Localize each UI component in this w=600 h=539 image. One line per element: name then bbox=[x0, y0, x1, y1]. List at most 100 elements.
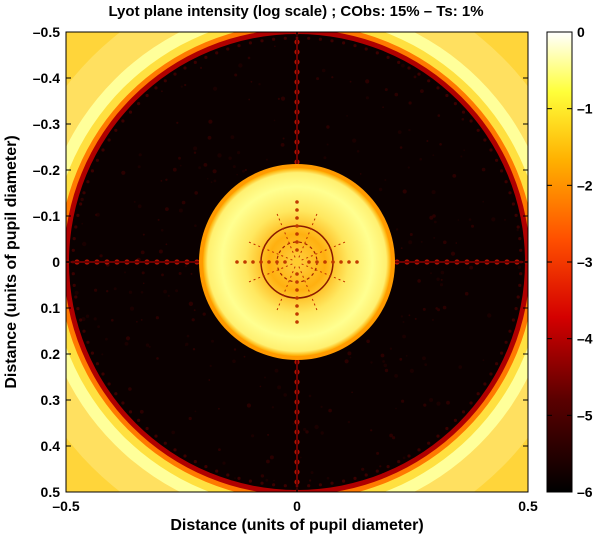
speckle bbox=[389, 433, 393, 438]
speckle bbox=[402, 321, 405, 323]
edge-speckle bbox=[318, 37, 322, 41]
speckle bbox=[419, 157, 423, 161]
speckle bbox=[248, 98, 251, 101]
center-dot bbox=[259, 260, 263, 264]
colorbar-tick-label: –4 bbox=[577, 331, 593, 347]
edge-speckle bbox=[121, 401, 125, 405]
colorbar-tick-label: 0 bbox=[577, 24, 585, 40]
center-dot bbox=[323, 260, 327, 264]
speckle bbox=[392, 436, 396, 440]
edge-speckle bbox=[163, 441, 167, 445]
edge-speckle bbox=[95, 362, 99, 366]
edge-speckle bbox=[114, 128, 118, 132]
edge-speckle bbox=[107, 382, 111, 386]
speckle bbox=[194, 191, 198, 195]
y-tick-label: 0.4 bbox=[41, 438, 61, 454]
speckle bbox=[171, 430, 175, 435]
speckle bbox=[389, 347, 393, 350]
edge-speckle bbox=[76, 213, 80, 217]
edge-speckle bbox=[386, 55, 390, 60]
speckle bbox=[435, 307, 439, 310]
speckle bbox=[420, 89, 424, 93]
edge-speckle bbox=[107, 138, 111, 142]
speckle bbox=[446, 400, 450, 405]
speckle bbox=[409, 368, 414, 373]
edge-speckle bbox=[469, 401, 473, 405]
speckle bbox=[212, 169, 217, 174]
speckle bbox=[455, 242, 458, 244]
speckle bbox=[232, 165, 236, 169]
y-tick-label: –0.2 bbox=[33, 162, 60, 178]
speckle bbox=[209, 364, 212, 367]
speckle bbox=[178, 272, 182, 275]
speckle bbox=[233, 348, 237, 351]
speckle bbox=[267, 433, 270, 436]
speckle bbox=[140, 250, 145, 255]
speckle bbox=[450, 251, 456, 256]
edge-speckle bbox=[137, 418, 141, 422]
speckle bbox=[378, 187, 383, 192]
speckle bbox=[133, 200, 136, 203]
edge-speckle bbox=[511, 202, 515, 206]
speckle bbox=[208, 379, 211, 381]
speckle bbox=[265, 478, 269, 482]
center-dot bbox=[267, 260, 271, 264]
speckle bbox=[384, 368, 389, 373]
speckle bbox=[280, 143, 285, 147]
speckle bbox=[397, 130, 402, 135]
y-tick-label: 0.2 bbox=[41, 346, 61, 362]
speckle bbox=[234, 477, 236, 479]
edge-speckle bbox=[173, 448, 177, 452]
edge-speckle bbox=[283, 36, 287, 40]
speckle bbox=[158, 249, 163, 254]
y-tick-label: –0.5 bbox=[33, 24, 60, 40]
edge-speckle bbox=[436, 434, 440, 438]
speckle bbox=[179, 164, 182, 167]
center-dot bbox=[315, 260, 319, 264]
speckle bbox=[407, 166, 410, 169]
speckle bbox=[328, 408, 332, 413]
speckle bbox=[138, 153, 142, 157]
speckle bbox=[93, 317, 97, 321]
speckle bbox=[218, 407, 220, 410]
center-core bbox=[293, 258, 301, 266]
edge-speckle bbox=[90, 351, 94, 355]
speckle bbox=[165, 207, 169, 212]
speckle bbox=[282, 137, 285, 140]
edge-speckle bbox=[500, 351, 504, 355]
speckle bbox=[401, 399, 405, 403]
center-ray bbox=[276, 261, 298, 311]
speckle bbox=[347, 351, 352, 356]
speckle bbox=[199, 66, 203, 69]
center-dot bbox=[251, 260, 255, 264]
speckle bbox=[228, 156, 232, 160]
speckle bbox=[503, 218, 507, 221]
edge-speckle bbox=[353, 44, 357, 48]
center-ray bbox=[276, 213, 298, 263]
speckle bbox=[352, 138, 357, 143]
speckle bbox=[431, 190, 436, 195]
edge-speckle bbox=[483, 382, 487, 386]
speckle bbox=[124, 341, 129, 346]
edge-speckle bbox=[353, 476, 357, 480]
speckle bbox=[413, 75, 417, 79]
speckle bbox=[181, 200, 186, 205]
speckle bbox=[481, 167, 486, 172]
speckle bbox=[160, 228, 164, 232]
center-dot bbox=[307, 260, 311, 264]
central-pattern bbox=[235, 200, 359, 324]
speckle bbox=[192, 348, 196, 351]
speckle bbox=[274, 368, 279, 373]
speckle bbox=[178, 156, 181, 160]
speckle bbox=[129, 306, 135, 311]
speckle bbox=[161, 90, 163, 93]
speckle bbox=[308, 394, 312, 398]
speckle bbox=[326, 125, 330, 129]
edge-speckle bbox=[516, 225, 520, 229]
speckle bbox=[436, 277, 440, 281]
speckle bbox=[163, 289, 168, 294]
spider-dot bbox=[534, 259, 539, 264]
edge-speckle bbox=[215, 469, 219, 473]
speckle bbox=[405, 355, 408, 357]
speckle bbox=[395, 228, 399, 231]
